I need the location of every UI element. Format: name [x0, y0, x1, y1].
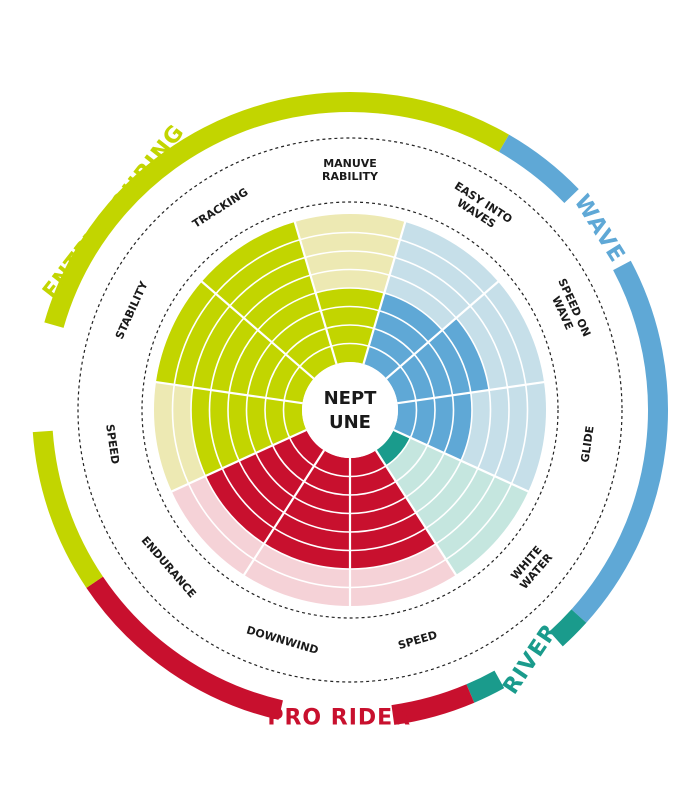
center-label-line2: UNE	[329, 412, 371, 433]
sector-spoke	[154, 380, 303, 405]
category-arcs	[32, 92, 668, 725]
attribute-label: TRACKING	[190, 185, 250, 230]
outer-dashed-ring	[77, 137, 623, 683]
category-arc	[549, 609, 587, 647]
sector-score-fill	[386, 317, 490, 404]
sector-score-fill	[264, 450, 350, 569]
center-hub	[302, 362, 398, 458]
sector-spoke	[293, 220, 338, 365]
attribute-label: GLIDE	[579, 425, 597, 463]
sector-spoke	[385, 280, 500, 380]
attribute-label-line: STABILITY	[113, 278, 151, 341]
category-label: PRO RIDER	[267, 705, 411, 730]
attribute-label: SPEED	[397, 628, 439, 652]
attribute-label: ENDURANCE	[139, 534, 199, 600]
attribute-label-line: MANUVE	[323, 157, 377, 170]
sector-spoke	[170, 428, 307, 493]
category-arc	[32, 430, 103, 588]
attribute-label: STABILITY	[113, 278, 151, 341]
inner-dashed-ring	[141, 201, 559, 619]
sector-spoke	[200, 280, 315, 380]
sector-score-fill	[350, 450, 436, 569]
category-arc	[86, 576, 283, 720]
category-arc	[44, 92, 509, 328]
category-arc	[466, 670, 505, 703]
category-arc	[391, 684, 475, 725]
sector-spoke	[375, 449, 458, 577]
attribute-label-line: RABILITY	[322, 170, 379, 183]
attribute-label-line: SPEED	[397, 628, 439, 652]
attribute-label-line: DOWNWIND	[245, 624, 320, 657]
sector-spokes	[154, 220, 546, 607]
category-label: ENTRY/TOURING	[38, 120, 190, 304]
attribute-label: SPEED	[103, 423, 122, 465]
attribute-label-line: ENDURANCE	[139, 534, 199, 600]
center-label-line1: NEPT	[324, 388, 378, 409]
sector-score-fill	[375, 429, 411, 466]
category-arc	[498, 134, 579, 204]
attribute-label-line: SPEED	[103, 423, 122, 465]
category-label: WAVE	[569, 191, 630, 268]
sector-score-fill	[205, 429, 325, 544]
sector-spoke	[397, 380, 546, 405]
sector-score-fill	[363, 292, 443, 379]
attribute-label-line: GLIDE	[579, 425, 597, 463]
sector-spoke	[362, 220, 407, 365]
attribute-label: DOWNWIND	[245, 624, 320, 657]
sector-spoke	[242, 449, 325, 577]
sector-spoke	[393, 428, 530, 493]
category-arc	[571, 260, 668, 623]
attribute-label-line: TRACKING	[190, 185, 250, 230]
